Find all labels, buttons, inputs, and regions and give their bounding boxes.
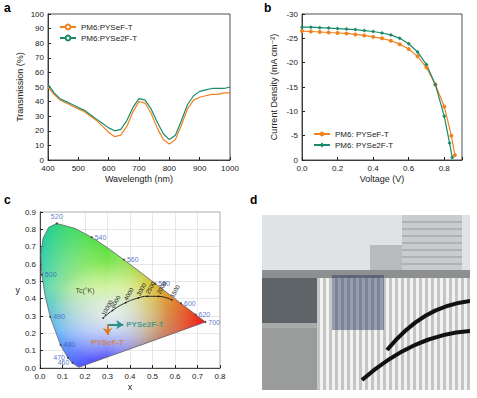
svg-text:0.3: 0.3 [102, 372, 114, 381]
svg-text:900: 900 [193, 164, 207, 173]
svg-text:PYSe2F-T: PYSe2F-T [126, 320, 163, 329]
svg-text:10: 10 [35, 141, 44, 150]
svg-text:40: 40 [35, 97, 44, 106]
svg-text:-15: -15 [286, 83, 298, 92]
svg-text:PM6: PYSe2F-T: PM6: PYSe2F-T [335, 141, 393, 150]
svg-text:4000: 4000 [123, 286, 135, 301]
svg-text:0.4: 0.4 [124, 372, 136, 381]
svg-text:0.2: 0.2 [79, 372, 91, 381]
svg-text:80: 80 [35, 39, 44, 48]
svg-text:-30: -30 [286, 10, 298, 19]
svg-text:d: d [250, 193, 257, 207]
svg-text:20: 20 [35, 126, 44, 135]
svg-text:400: 400 [41, 164, 55, 173]
svg-text:0.4: 0.4 [25, 294, 37, 303]
svg-text:c: c [4, 193, 11, 207]
svg-text:0.1: 0.1 [57, 372, 69, 381]
svg-text:70: 70 [35, 53, 44, 62]
svg-text:0.7: 0.7 [25, 242, 37, 251]
svg-text:0.0: 0.0 [34, 372, 46, 381]
svg-text:90: 90 [35, 24, 44, 33]
svg-text:PM6:PYSeF-T: PM6:PYSeF-T [81, 23, 133, 32]
svg-text:60: 60 [35, 68, 44, 77]
svg-text:50: 50 [35, 83, 44, 92]
svg-text:2000: 2000 [156, 280, 168, 295]
svg-text:700: 700 [208, 319, 220, 326]
svg-text:0.1: 0.1 [25, 346, 37, 355]
svg-text:Transmission (%): Transmission (%) [15, 52, 25, 122]
svg-text:b: b [264, 1, 271, 15]
svg-text:800: 800 [163, 164, 177, 173]
svg-text:0.2: 0.2 [332, 164, 344, 173]
svg-text:560: 560 [127, 256, 139, 263]
svg-text:0.8: 0.8 [439, 164, 451, 173]
svg-text:x: x [128, 382, 133, 392]
svg-text:0.0: 0.0 [296, 164, 308, 173]
svg-text:PYSeF-T: PYSeF-T [91, 338, 124, 347]
svg-text:520: 520 [51, 213, 63, 220]
svg-text:0: 0 [39, 155, 44, 165]
svg-text:-20: -20 [286, 58, 298, 67]
svg-text:490: 490 [53, 313, 65, 320]
svg-text:-25: -25 [286, 34, 298, 43]
svg-text:-5: -5 [291, 131, 299, 140]
svg-text:0.8: 0.8 [25, 225, 37, 234]
svg-text:6000: 6000 [110, 294, 122, 309]
svg-text:600: 600 [102, 164, 116, 173]
svg-text:620: 620 [199, 311, 211, 318]
svg-text:0.6: 0.6 [169, 372, 181, 381]
svg-text:0.9: 0.9 [25, 208, 37, 217]
svg-text:0.6: 0.6 [403, 164, 415, 173]
svg-text:a: a [4, 1, 11, 15]
svg-text:500: 500 [45, 271, 57, 278]
svg-text:1500: 1500 [169, 284, 181, 299]
svg-text:Voltage (V): Voltage (V) [360, 174, 405, 184]
svg-text:460: 460 [57, 359, 70, 367]
svg-text:PM6: PYSeF-T: PM6: PYSeF-T [335, 130, 389, 139]
svg-text:480: 480 [64, 341, 76, 348]
svg-text:Tc(°K): Tc(°K) [75, 287, 94, 295]
svg-text:0.4: 0.4 [368, 164, 380, 173]
svg-text:2500: 2500 [145, 280, 157, 295]
svg-text:3000: 3000 [135, 282, 148, 297]
svg-text:-10: -10 [286, 107, 298, 116]
svg-text:30: 30 [35, 112, 44, 121]
svg-text:10000: 10000 [100, 299, 115, 317]
svg-text:0.7: 0.7 [192, 372, 204, 381]
svg-text:540: 540 [95, 234, 107, 241]
svg-text:0.5: 0.5 [25, 277, 37, 286]
svg-text:0.8: 0.8 [214, 372, 226, 381]
svg-text:0.2: 0.2 [25, 329, 37, 338]
svg-text:0: 0 [293, 155, 298, 165]
svg-text:0.5: 0.5 [147, 372, 159, 381]
svg-text:600: 600 [184, 300, 196, 307]
svg-text:y: y [15, 285, 20, 295]
svg-text:Wavelength (nm): Wavelength (nm) [105, 174, 173, 184]
svg-text:0.3: 0.3 [25, 312, 37, 321]
svg-text:500: 500 [72, 164, 86, 173]
svg-text:0.6: 0.6 [25, 260, 37, 269]
svg-text:700: 700 [132, 164, 146, 173]
svg-text:470: 470 [53, 354, 65, 361]
svg-text:PM6:PYSe2F-T: PM6:PYSe2F-T [81, 34, 137, 43]
svg-text:0.0: 0.0 [24, 363, 36, 373]
svg-text:1000: 1000 [221, 164, 239, 173]
svg-text:Current Density (mA cm⁻²): Current Density (mA cm⁻²) [269, 34, 279, 140]
svg-text:100: 100 [31, 10, 45, 19]
